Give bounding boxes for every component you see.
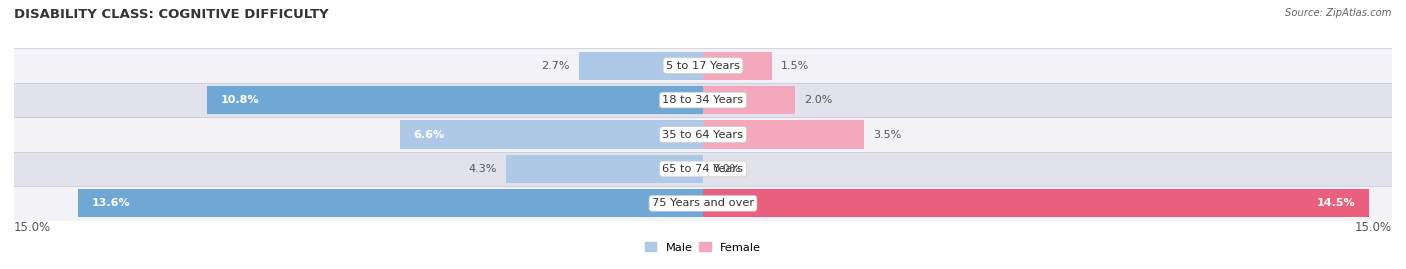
Bar <box>79 189 703 217</box>
Text: 75 Years and over: 75 Years and over <box>652 198 754 208</box>
Text: 2.0%: 2.0% <box>804 95 832 105</box>
Bar <box>14 152 1392 186</box>
Text: 10.8%: 10.8% <box>221 95 259 105</box>
Bar <box>703 52 772 80</box>
Text: 3.5%: 3.5% <box>873 129 901 140</box>
Bar <box>703 86 794 114</box>
Bar <box>14 117 1392 152</box>
Text: 35 to 64 Years: 35 to 64 Years <box>662 129 744 140</box>
Text: 13.6%: 13.6% <box>93 198 131 208</box>
Text: 65 to 74 Years: 65 to 74 Years <box>662 164 744 174</box>
Bar <box>399 121 703 148</box>
Text: Source: ZipAtlas.com: Source: ZipAtlas.com <box>1285 8 1392 18</box>
Text: DISABILITY CLASS: COGNITIVE DIFFICULTY: DISABILITY CLASS: COGNITIVE DIFFICULTY <box>14 8 329 21</box>
Bar <box>207 86 703 114</box>
Text: 0.0%: 0.0% <box>713 164 741 174</box>
Text: 14.5%: 14.5% <box>1316 198 1355 208</box>
Bar <box>703 121 863 148</box>
Bar <box>506 155 703 183</box>
Text: 18 to 34 Years: 18 to 34 Years <box>662 95 744 105</box>
Legend: Male, Female: Male, Female <box>645 242 761 253</box>
Text: 15.0%: 15.0% <box>14 221 51 233</box>
Bar <box>14 48 1392 83</box>
Text: 2.7%: 2.7% <box>541 61 569 71</box>
Bar <box>14 186 1392 221</box>
Text: 5 to 17 Years: 5 to 17 Years <box>666 61 740 71</box>
Text: 1.5%: 1.5% <box>782 61 810 71</box>
Bar <box>703 189 1369 217</box>
Text: 4.3%: 4.3% <box>468 164 496 174</box>
Bar <box>14 83 1392 117</box>
Text: 15.0%: 15.0% <box>1355 221 1392 233</box>
Text: 6.6%: 6.6% <box>413 129 444 140</box>
Bar <box>579 52 703 80</box>
